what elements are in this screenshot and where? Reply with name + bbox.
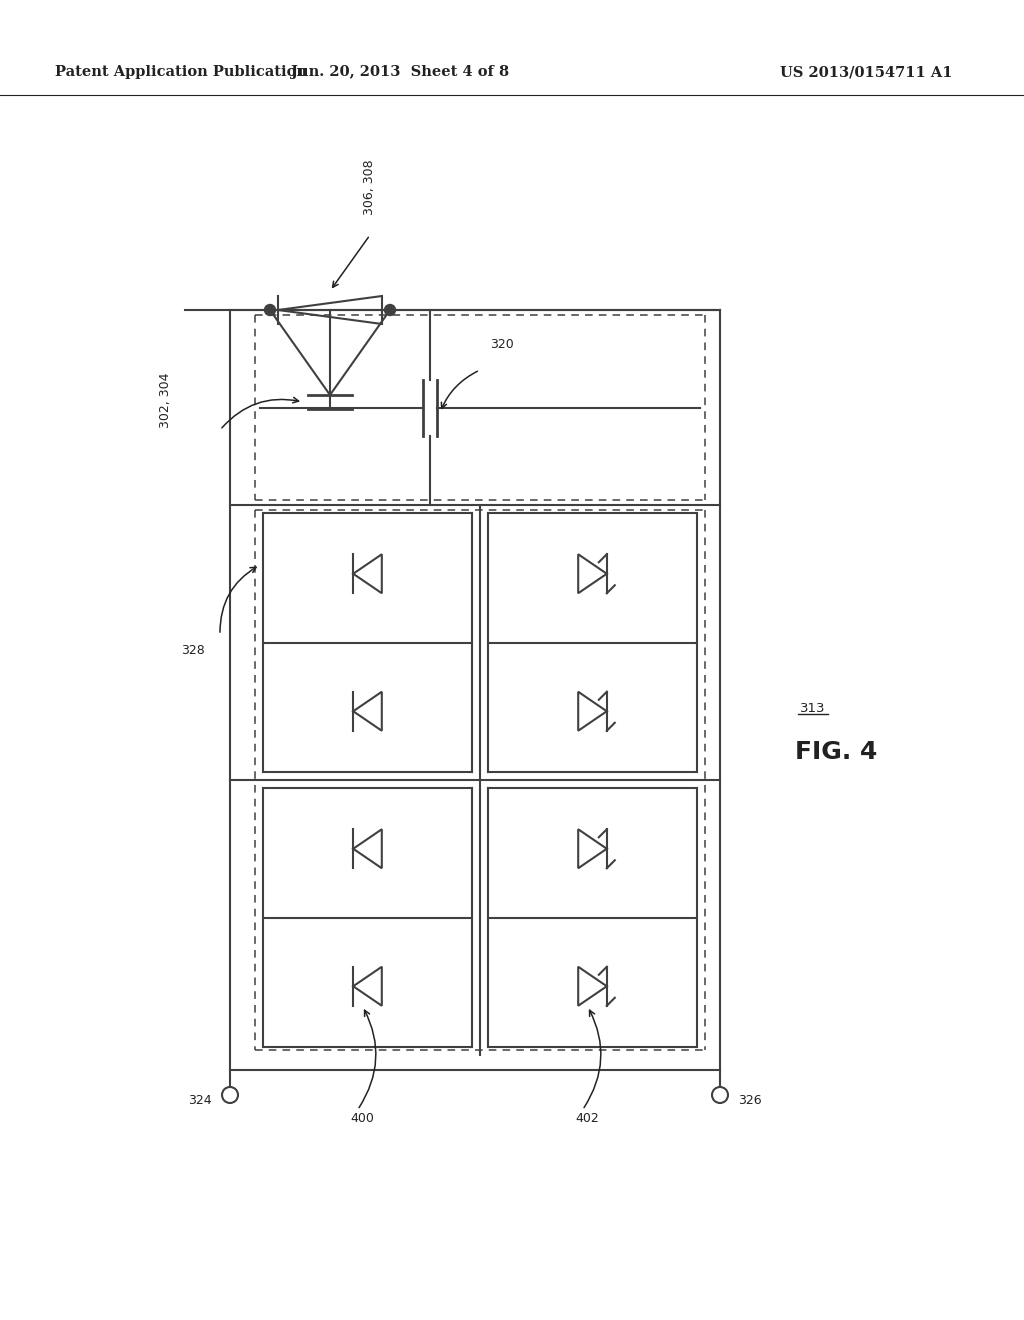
Text: 402: 402 <box>575 1111 599 1125</box>
Text: 400: 400 <box>350 1111 375 1125</box>
Text: 320: 320 <box>490 338 514 351</box>
Text: 324: 324 <box>188 1093 212 1106</box>
Text: 313: 313 <box>800 702 825 715</box>
Text: 306, 308: 306, 308 <box>364 160 377 215</box>
Text: 326: 326 <box>738 1093 762 1106</box>
Text: FIG. 4: FIG. 4 <box>795 741 878 764</box>
Circle shape <box>384 305 395 315</box>
Text: 328: 328 <box>181 644 205 656</box>
Circle shape <box>264 305 275 315</box>
Text: Patent Application Publication: Patent Application Publication <box>55 65 307 79</box>
Text: US 2013/0154711 A1: US 2013/0154711 A1 <box>780 65 952 79</box>
Text: Jun. 20, 2013  Sheet 4 of 8: Jun. 20, 2013 Sheet 4 of 8 <box>291 65 509 79</box>
Text: 302, 304: 302, 304 <box>159 372 171 428</box>
